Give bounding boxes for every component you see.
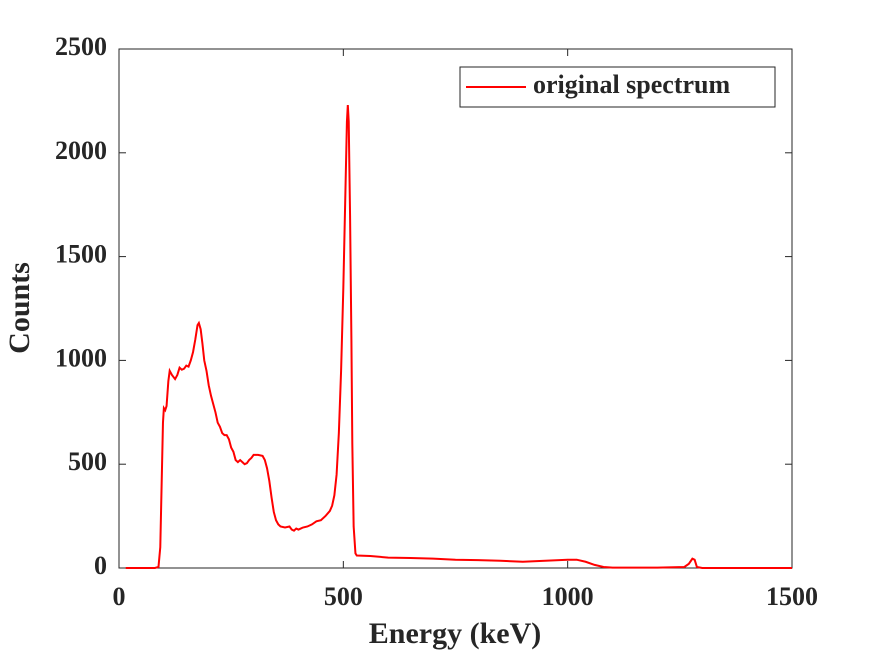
data-line bbox=[125, 104, 792, 569]
x-tick-label: 1000 bbox=[542, 582, 594, 611]
y-axis-label: Counts bbox=[3, 262, 36, 354]
y-tick-label: 0 bbox=[94, 551, 107, 580]
x-tick-label: 1500 bbox=[766, 582, 818, 611]
x-tick-label: 500 bbox=[324, 582, 363, 611]
plot-area bbox=[118, 48, 793, 569]
y-tick-label: 1000 bbox=[55, 343, 107, 372]
y-tick-label: 500 bbox=[68, 447, 107, 476]
legend-label: original spectrum bbox=[533, 70, 730, 99]
y-tick-label: 2500 bbox=[55, 32, 107, 61]
y-tick-label: 1500 bbox=[55, 240, 107, 269]
x-axis-label: Energy (keV) bbox=[369, 617, 541, 650]
x-tick-label: 0 bbox=[113, 582, 126, 611]
y-tick-label: 2000 bbox=[55, 136, 107, 165]
